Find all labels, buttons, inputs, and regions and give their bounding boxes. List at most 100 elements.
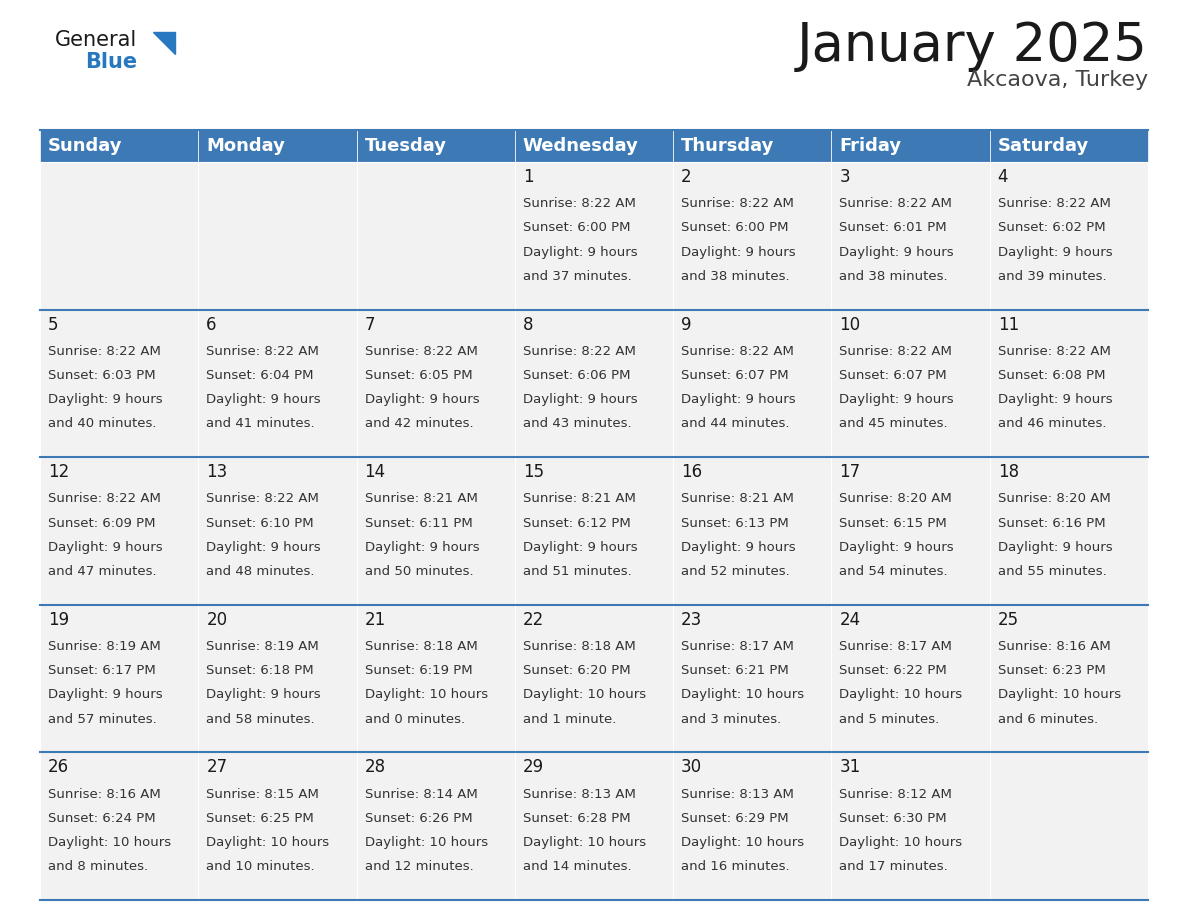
Text: Sunset: 6:00 PM: Sunset: 6:00 PM bbox=[523, 221, 631, 234]
Text: Sunrise: 8:16 AM: Sunrise: 8:16 AM bbox=[48, 788, 160, 800]
Bar bbox=[514, 457, 674, 605]
Text: Sunrise: 8:19 AM: Sunrise: 8:19 AM bbox=[48, 640, 160, 653]
Text: 27: 27 bbox=[207, 758, 227, 777]
Bar bbox=[356, 162, 514, 309]
Text: Sunrise: 8:19 AM: Sunrise: 8:19 AM bbox=[207, 640, 320, 653]
Bar bbox=[514, 753, 674, 900]
Bar bbox=[514, 162, 674, 309]
Text: Sunrise: 8:21 AM: Sunrise: 8:21 AM bbox=[681, 492, 794, 506]
Polygon shape bbox=[153, 32, 175, 54]
Text: Sunset: 6:02 PM: Sunset: 6:02 PM bbox=[998, 221, 1105, 234]
Text: Thursday: Thursday bbox=[681, 137, 775, 155]
Text: Sunset: 6:29 PM: Sunset: 6:29 PM bbox=[681, 812, 789, 825]
Text: Daylight: 9 hours: Daylight: 9 hours bbox=[681, 393, 796, 407]
Bar bbox=[514, 130, 674, 162]
Text: Sunrise: 8:22 AM: Sunrise: 8:22 AM bbox=[365, 345, 478, 358]
Text: Akcaova, Turkey: Akcaova, Turkey bbox=[967, 70, 1148, 90]
Text: Sunset: 6:10 PM: Sunset: 6:10 PM bbox=[207, 517, 314, 530]
Text: Sunset: 6:22 PM: Sunset: 6:22 PM bbox=[840, 665, 947, 677]
Bar bbox=[198, 309, 356, 457]
Text: 7: 7 bbox=[365, 316, 375, 333]
Text: Sunset: 6:15 PM: Sunset: 6:15 PM bbox=[840, 517, 947, 530]
Text: Daylight: 10 hours: Daylight: 10 hours bbox=[681, 688, 804, 701]
Text: Daylight: 10 hours: Daylight: 10 hours bbox=[207, 836, 329, 849]
Text: Sunset: 6:05 PM: Sunset: 6:05 PM bbox=[365, 369, 472, 382]
Bar bbox=[40, 309, 198, 457]
Text: and 16 minutes.: and 16 minutes. bbox=[681, 860, 790, 873]
Text: Sunrise: 8:17 AM: Sunrise: 8:17 AM bbox=[681, 640, 794, 653]
Text: Blue: Blue bbox=[86, 52, 137, 72]
Text: Sunrise: 8:21 AM: Sunrise: 8:21 AM bbox=[523, 492, 636, 506]
Text: Tuesday: Tuesday bbox=[365, 137, 447, 155]
Text: Sunset: 6:07 PM: Sunset: 6:07 PM bbox=[681, 369, 789, 382]
Text: Sunrise: 8:20 AM: Sunrise: 8:20 AM bbox=[840, 492, 952, 506]
Text: Sunrise: 8:18 AM: Sunrise: 8:18 AM bbox=[365, 640, 478, 653]
Text: Daylight: 9 hours: Daylight: 9 hours bbox=[840, 393, 954, 407]
Bar bbox=[990, 753, 1148, 900]
Text: 23: 23 bbox=[681, 610, 702, 629]
Text: Daylight: 9 hours: Daylight: 9 hours bbox=[207, 541, 321, 554]
Text: Sunrise: 8:15 AM: Sunrise: 8:15 AM bbox=[207, 788, 320, 800]
Text: and 42 minutes.: and 42 minutes. bbox=[365, 418, 473, 431]
Text: Daylight: 9 hours: Daylight: 9 hours bbox=[48, 541, 163, 554]
Bar bbox=[40, 162, 198, 309]
Text: Daylight: 10 hours: Daylight: 10 hours bbox=[523, 688, 646, 701]
Bar bbox=[198, 753, 356, 900]
Text: Daylight: 9 hours: Daylight: 9 hours bbox=[207, 688, 321, 701]
Bar bbox=[832, 457, 990, 605]
Text: Sunrise: 8:13 AM: Sunrise: 8:13 AM bbox=[523, 788, 636, 800]
Text: 20: 20 bbox=[207, 610, 227, 629]
Text: Daylight: 9 hours: Daylight: 9 hours bbox=[207, 393, 321, 407]
Bar bbox=[990, 162, 1148, 309]
Text: Sunset: 6:04 PM: Sunset: 6:04 PM bbox=[207, 369, 314, 382]
Text: 30: 30 bbox=[681, 758, 702, 777]
Text: Sunrise: 8:17 AM: Sunrise: 8:17 AM bbox=[840, 640, 953, 653]
Text: 11: 11 bbox=[998, 316, 1019, 333]
Text: Sunset: 6:26 PM: Sunset: 6:26 PM bbox=[365, 812, 472, 825]
Text: Sunset: 6:00 PM: Sunset: 6:00 PM bbox=[681, 221, 789, 234]
Text: and 55 minutes.: and 55 minutes. bbox=[998, 565, 1106, 578]
Bar bbox=[40, 457, 198, 605]
Text: General: General bbox=[55, 30, 138, 50]
Text: Daylight: 10 hours: Daylight: 10 hours bbox=[365, 836, 488, 849]
Text: Sunrise: 8:16 AM: Sunrise: 8:16 AM bbox=[998, 640, 1111, 653]
Bar bbox=[198, 162, 356, 309]
Text: Daylight: 10 hours: Daylight: 10 hours bbox=[365, 688, 488, 701]
Text: Daylight: 9 hours: Daylight: 9 hours bbox=[365, 393, 479, 407]
Bar bbox=[40, 605, 198, 753]
Text: Daylight: 9 hours: Daylight: 9 hours bbox=[523, 393, 638, 407]
Text: Daylight: 9 hours: Daylight: 9 hours bbox=[523, 246, 638, 259]
Text: Daylight: 9 hours: Daylight: 9 hours bbox=[840, 246, 954, 259]
Text: Daylight: 10 hours: Daylight: 10 hours bbox=[840, 688, 962, 701]
Text: Daylight: 9 hours: Daylight: 9 hours bbox=[48, 393, 163, 407]
Bar bbox=[40, 753, 198, 900]
Text: Daylight: 9 hours: Daylight: 9 hours bbox=[365, 541, 479, 554]
Text: Sunset: 6:30 PM: Sunset: 6:30 PM bbox=[840, 812, 947, 825]
Bar bbox=[674, 309, 832, 457]
Text: and 12 minutes.: and 12 minutes. bbox=[365, 860, 473, 873]
Text: and 17 minutes.: and 17 minutes. bbox=[840, 860, 948, 873]
Bar bbox=[674, 605, 832, 753]
Bar bbox=[674, 130, 832, 162]
Text: Sunset: 6:12 PM: Sunset: 6:12 PM bbox=[523, 517, 631, 530]
Text: Sunrise: 8:22 AM: Sunrise: 8:22 AM bbox=[998, 197, 1111, 210]
Text: and 38 minutes.: and 38 minutes. bbox=[681, 270, 790, 283]
Bar bbox=[356, 457, 514, 605]
Text: Sunday: Sunday bbox=[48, 137, 122, 155]
Text: Daylight: 9 hours: Daylight: 9 hours bbox=[523, 541, 638, 554]
Text: Sunset: 6:08 PM: Sunset: 6:08 PM bbox=[998, 369, 1105, 382]
Text: and 1 minute.: and 1 minute. bbox=[523, 712, 617, 725]
Text: Sunrise: 8:22 AM: Sunrise: 8:22 AM bbox=[681, 345, 794, 358]
Text: Sunset: 6:24 PM: Sunset: 6:24 PM bbox=[48, 812, 156, 825]
Bar bbox=[674, 162, 832, 309]
Text: and 14 minutes.: and 14 minutes. bbox=[523, 860, 632, 873]
Text: Sunset: 6:09 PM: Sunset: 6:09 PM bbox=[48, 517, 156, 530]
Text: and 41 minutes.: and 41 minutes. bbox=[207, 418, 315, 431]
Text: and 50 minutes.: and 50 minutes. bbox=[365, 565, 473, 578]
Text: Daylight: 10 hours: Daylight: 10 hours bbox=[998, 688, 1120, 701]
Text: 1: 1 bbox=[523, 168, 533, 186]
Text: Sunrise: 8:14 AM: Sunrise: 8:14 AM bbox=[365, 788, 478, 800]
Text: and 46 minutes.: and 46 minutes. bbox=[998, 418, 1106, 431]
Text: 29: 29 bbox=[523, 758, 544, 777]
Text: Daylight: 9 hours: Daylight: 9 hours bbox=[998, 393, 1112, 407]
